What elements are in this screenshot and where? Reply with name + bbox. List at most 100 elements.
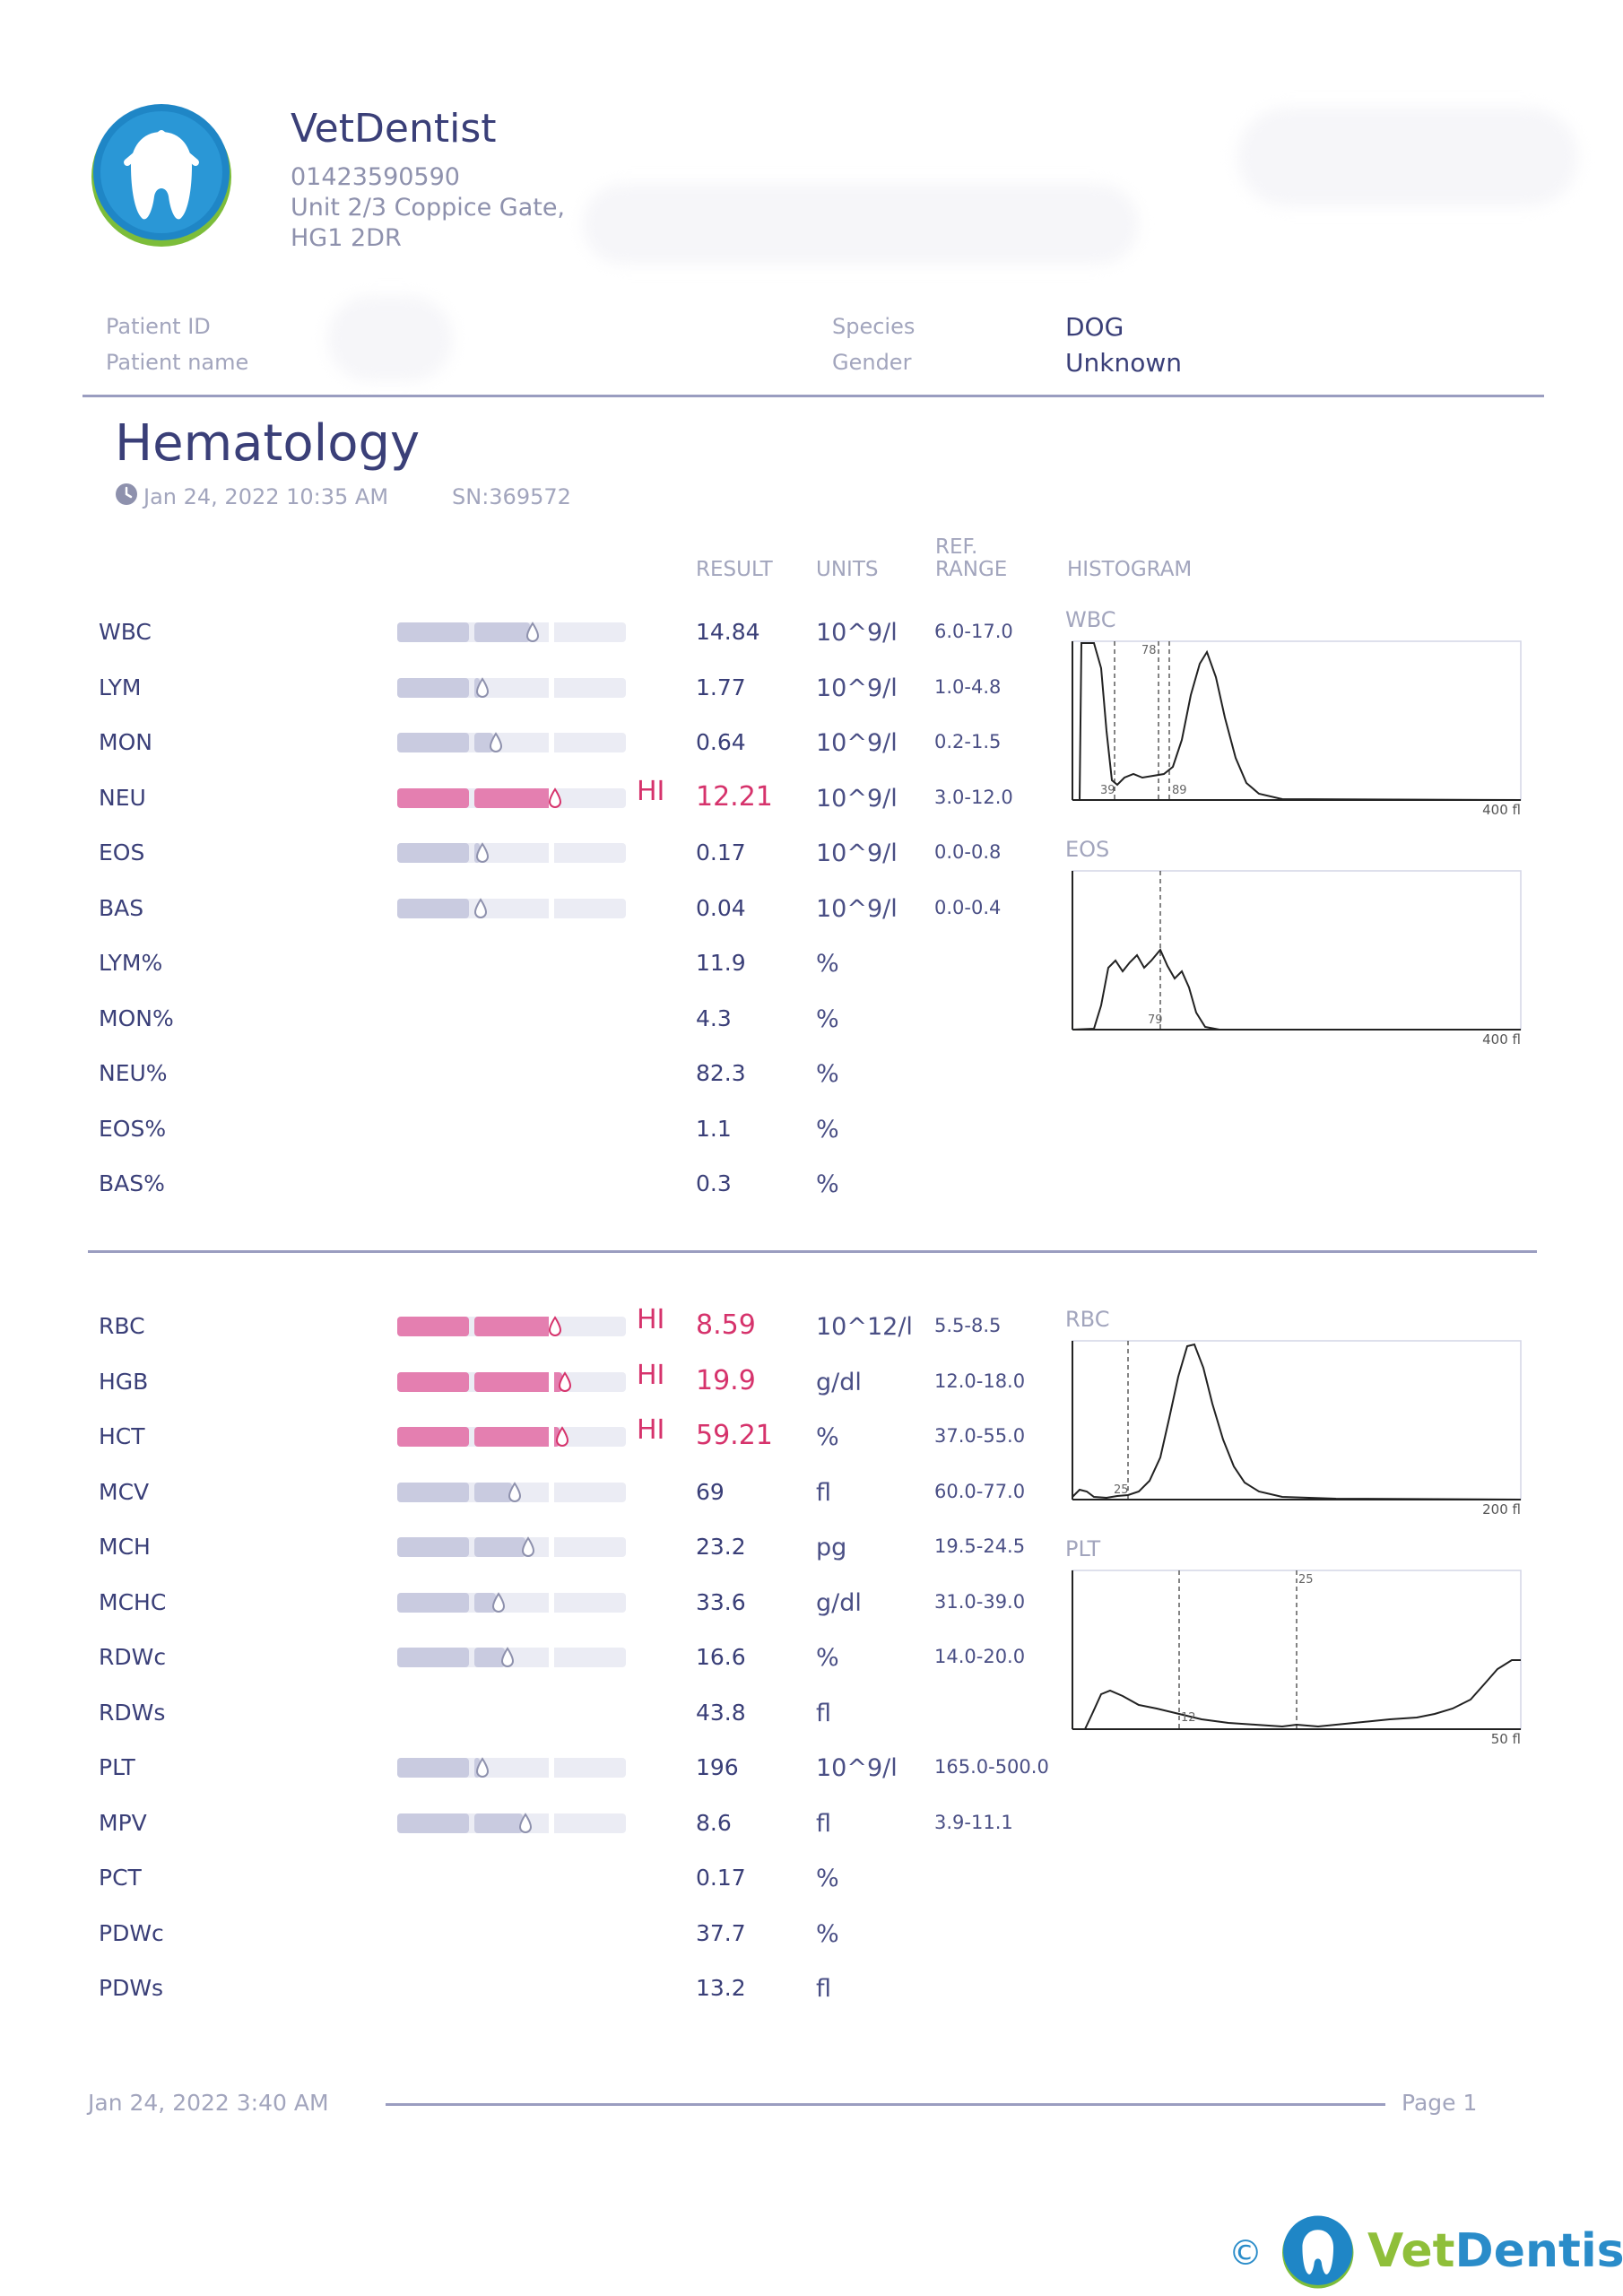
result-value: 12.21 — [696, 780, 773, 813]
range-bar — [397, 1426, 626, 1447]
parameter-row: HGB HI 19.9 g/dl 12.0-18.0 — [0, 1360, 1623, 1401]
unit-value: % — [816, 1644, 839, 1672]
reference-range: 12.0-18.0 — [934, 1370, 1026, 1392]
brand-logo-icon — [1282, 2215, 1354, 2289]
range-bar — [397, 897, 626, 918]
result-value: 196 — [696, 1754, 739, 1780]
reference-range: 0.0-0.4 — [934, 896, 1002, 918]
range-bar — [397, 1481, 626, 1502]
range-bar — [397, 1591, 626, 1613]
reference-range: 6.0-17.0 — [934, 621, 1013, 642]
drop-icon — [549, 787, 561, 808]
unit-value: % — [816, 1423, 839, 1451]
histogram-marker: 78 — [1141, 644, 1157, 657]
unit-value: % — [816, 1115, 839, 1144]
footer-page: Page 1 — [1402, 2090, 1478, 2116]
parameter-row: MON 0.64 10^9/l 0.2-1.5 — [0, 726, 1623, 761]
unit-value: % — [816, 1060, 839, 1088]
drop-icon — [559, 1370, 571, 1392]
result-value: 19.9 — [696, 1364, 756, 1396]
unit-value: 10^9/l — [816, 619, 898, 647]
result-value: 0.64 — [696, 729, 746, 755]
redaction-smudge — [327, 296, 453, 381]
histogram-rbc: 25 200 fl — [1072, 1340, 1522, 1516]
brand-name-text: Dentist — [1454, 2224, 1623, 2278]
histogram-axis-end: 400 fl — [1482, 802, 1521, 816]
drop-icon — [476, 1757, 489, 1778]
divider — [88, 1250, 1537, 1253]
unit-value: 10^9/l — [816, 839, 898, 867]
parameter-row: MCH 23.2 pg 19.5-24.5 — [0, 1530, 1623, 1566]
histogram-axis-end: 200 fl — [1482, 1501, 1521, 1516]
species-value: DOG — [1065, 312, 1124, 342]
result-value: 13.2 — [696, 1975, 746, 2001]
unit-value: 10^9/l — [816, 894, 898, 923]
result-value: 1.77 — [696, 674, 746, 700]
range-bar — [397, 622, 626, 642]
brand-name: VetDentist — [1367, 2224, 1623, 2278]
drop-icon — [474, 897, 487, 918]
col-units: UNITS — [816, 558, 879, 581]
parameter-name: NEU% — [99, 1060, 168, 1086]
unit-value: 10^9/l — [816, 784, 898, 813]
unit-value: fl — [816, 1975, 832, 2003]
reference-range: 3.9-11.1 — [934, 1811, 1013, 1833]
parameter-row: MCHC 33.6 g/dl 31.0-39.0 — [0, 1586, 1623, 1622]
parameter-row: NEU HI 12.21 10^9/l 3.0-12.0 — [0, 776, 1623, 817]
parameter-row: PDWc 37.7% — [0, 1917, 1623, 1952]
reference-range: 1.0-4.8 — [934, 675, 1002, 698]
histogram-plt: 25 12 50 fl — [1072, 1570, 1522, 1745]
parameter-row: BAS 0.04 10^9/l 0.0-0.4 — [0, 891, 1623, 927]
parameter-row: EOS 0.17 10^9/l 0.0-0.8 — [0, 836, 1623, 872]
clinic-name: VetDentist — [291, 106, 497, 152]
result-value: 1.1 — [696, 1115, 732, 1142]
high-flag: HI — [637, 1359, 665, 1391]
parameter-name: PLT — [99, 1754, 135, 1780]
histogram-marker: 79 — [1148, 1013, 1163, 1027]
unit-value: % — [816, 950, 839, 978]
range-bar — [397, 842, 626, 863]
unit-value: 10^9/l — [816, 729, 898, 757]
parameter-row: HCT HI 59.21% 37.0-55.0 — [0, 1414, 1623, 1456]
unit-value: % — [816, 1170, 839, 1198]
result-value: 16.6 — [696, 1644, 746, 1670]
unit-value: % — [816, 1919, 839, 1948]
parameter-row: RDWs 43.8 fl — [0, 1696, 1623, 1732]
parameter-row: WBC 14.84 10^9/l 6.0-17.0 — [0, 615, 1623, 651]
parameter-name: MCH — [99, 1534, 151, 1560]
drop-icon — [492, 1591, 505, 1613]
drop-icon — [476, 842, 489, 863]
high-flag: HI — [637, 775, 665, 807]
result-value: 43.8 — [696, 1699, 746, 1726]
parameter-name: BAS% — [99, 1170, 165, 1196]
histogram-marker: 89 — [1172, 784, 1187, 797]
parameter-row: PDWs 13.2 fl — [0, 1971, 1623, 2007]
range-bar — [397, 732, 626, 752]
result-value: 0.17 — [696, 1865, 746, 1891]
col-result: RESULT — [696, 558, 773, 581]
vetdentist-logo — [91, 104, 231, 247]
drop-icon — [519, 1812, 532, 1833]
parameter-name: EOS% — [99, 1115, 167, 1142]
reference-range: 165.0-500.0 — [934, 1756, 1049, 1778]
histogram-title-plt: PLT — [1065, 1536, 1101, 1561]
drop-icon — [508, 1481, 521, 1502]
patient-id-label: Patient ID — [106, 314, 211, 339]
reference-range: 0.0-0.8 — [934, 841, 1002, 863]
unit-value: 10^12/l — [816, 1313, 913, 1341]
high-flag: HI — [637, 1304, 665, 1335]
unit-value: g/dl — [816, 1368, 862, 1396]
unit-value: % — [816, 1004, 839, 1033]
histogram-marker: 25 — [1114, 1483, 1129, 1497]
unit-value: fl — [816, 1478, 832, 1507]
range-bar — [397, 1757, 626, 1778]
parameter-row: MPV 8.6 fl 3.9-11.1 — [0, 1806, 1623, 1842]
parameter-row: PLT 196 10^9/l 165.0-500.0 — [0, 1751, 1623, 1787]
result-value: 14.84 — [696, 619, 760, 645]
result-value: 0.04 — [696, 894, 746, 921]
reference-range: 5.5-8.5 — [934, 1315, 1002, 1336]
parameter-name: MON — [99, 729, 152, 755]
result-value: 4.3 — [696, 1004, 732, 1031]
result-value: 11.9 — [696, 950, 746, 976]
parameter-name: RDWc — [99, 1644, 167, 1670]
